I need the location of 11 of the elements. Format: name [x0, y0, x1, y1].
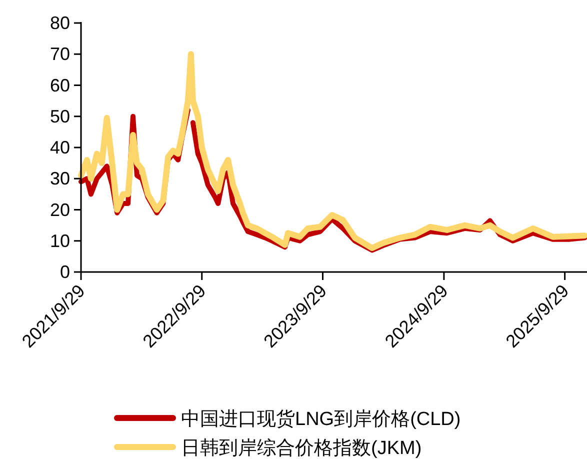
legend-label: 中国进口现货LNG到岸价格(CLD) — [181, 409, 461, 430]
y-tick-label: 60 — [50, 75, 70, 96]
y-tick-label: 70 — [50, 44, 70, 64]
y-tick-label: 10 — [50, 230, 70, 251]
legend-label: 日韩到岸综合价格指数(JKM) — [181, 438, 422, 459]
y-tick-label: 80 — [50, 13, 70, 33]
y-tick-label: 0 — [60, 262, 70, 282]
y-tick-label: 50 — [50, 106, 70, 126]
y-tick-label: 20 — [50, 200, 70, 220]
y-tick-label: 30 — [50, 168, 70, 189]
y-tick-label: 40 — [50, 138, 70, 158]
